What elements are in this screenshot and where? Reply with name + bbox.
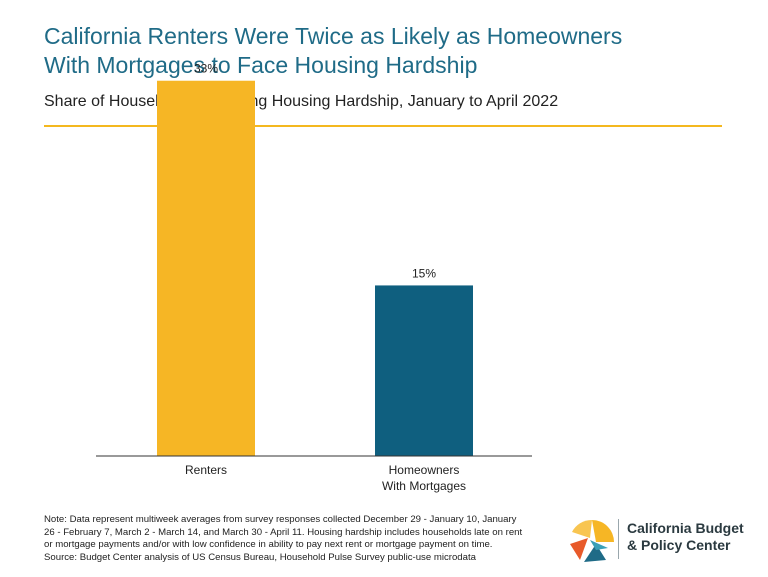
note-line-1: Note: Data represent multiweek averages … [44, 514, 517, 525]
note-line-2: 26 - February 7, March 2 - March 14, and… [44, 526, 523, 538]
logo-line-2: & Policy Center [627, 537, 731, 553]
logo-petal-blue [584, 544, 606, 562]
bar-value-label: 15% [412, 266, 436, 280]
chart-title: California Renters Were Twice as Likely … [44, 22, 744, 80]
bar [157, 80, 255, 456]
note-line-3: or mortgage payments and/or with low con… [44, 539, 493, 551]
title-divider [44, 125, 722, 127]
chart-note: Note: Data represent multiweek averages … [44, 514, 564, 564]
logo-petal-yellow [592, 520, 614, 542]
bar-chart: 33% Renters 15% Homeowners With Mortgages [96, 62, 532, 493]
logo-petal-yellow-2 [572, 519, 592, 538]
category-tick-label: Renters [185, 463, 227, 477]
bar-value-label: 33% [194, 62, 218, 76]
category-tick-label: Homeowners [389, 463, 460, 477]
logo-petal-orange [570, 538, 588, 560]
logo-petal-teal [590, 540, 608, 550]
logo-text: California Budget & Policy Center [627, 520, 744, 554]
chart-title-line-2: With Mortgages to Face Housing Hardship [44, 52, 478, 78]
category-tick-label: With Mortgages [382, 479, 466, 493]
bar [375, 285, 473, 456]
logo-line-1: California Budget [627, 520, 744, 536]
logo-divider [618, 519, 619, 559]
note-line-4: Source: Budget Center analysis of US Cen… [44, 551, 476, 563]
cbpc-pinwheel-logo-icon [570, 519, 614, 562]
chart-title-line-1: California Renters Were Twice as Likely … [44, 23, 623, 49]
